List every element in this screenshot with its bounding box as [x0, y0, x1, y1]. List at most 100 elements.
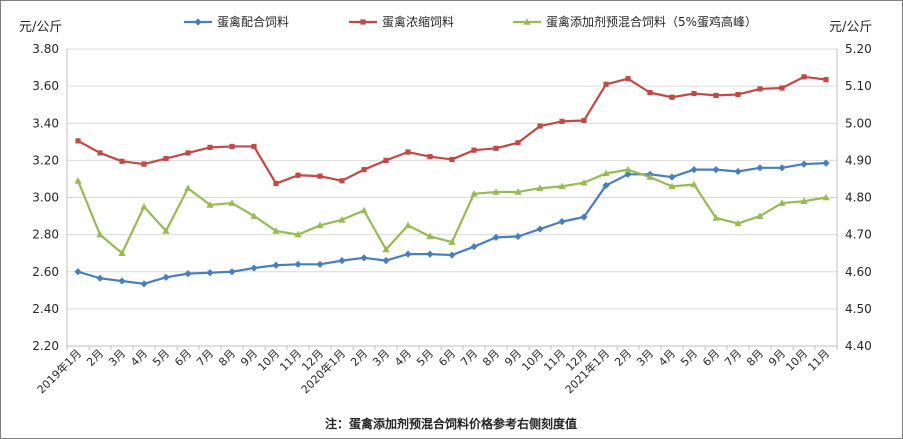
data-point	[624, 170, 632, 178]
x-tick-label: 10月	[255, 347, 282, 374]
data-point	[316, 221, 324, 229]
data-point	[691, 90, 697, 97]
data-point	[523, 18, 531, 25]
data-point	[163, 155, 169, 162]
data-point	[581, 117, 587, 124]
data-point	[426, 250, 434, 258]
data-point	[75, 138, 81, 144]
right-tick-label: 4.50	[845, 302, 872, 316]
left-tick-label: 2.20	[32, 339, 59, 353]
left-tick-label: 3.60	[32, 79, 59, 93]
data-point	[756, 164, 764, 172]
data-point	[360, 254, 368, 262]
data-point	[668, 182, 676, 190]
left-tick-label: 3.40	[32, 116, 59, 130]
x-tick-label: 3月	[106, 347, 128, 369]
legend-label: 蛋禽配合饲料	[217, 14, 289, 29]
data-point	[449, 156, 455, 163]
data-point	[514, 188, 522, 195]
data-point	[800, 197, 808, 205]
data-point	[338, 215, 346, 223]
x-tick-label: 7月	[194, 347, 216, 369]
data-point	[184, 270, 192, 278]
data-point	[756, 212, 764, 219]
data-point	[316, 260, 324, 268]
plot-area	[66, 49, 838, 350]
data-point	[470, 243, 478, 251]
data-point	[558, 218, 566, 226]
x-tick-label: 6月	[172, 347, 194, 369]
data-point	[361, 167, 367, 173]
right-tick-label: 5.00	[845, 116, 872, 130]
data-point	[493, 145, 499, 151]
right-tick-label: 4.90	[845, 153, 872, 167]
right-tick-label: 4.80	[845, 191, 872, 205]
data-point	[194, 18, 202, 26]
data-point	[800, 160, 808, 168]
series-2	[75, 74, 829, 187]
x-tick-label: 4月	[656, 347, 678, 369]
data-point	[713, 92, 719, 99]
data-point	[603, 81, 609, 87]
x-tick-label: 11月	[541, 347, 568, 374]
data-point	[141, 161, 147, 167]
data-point	[251, 143, 257, 150]
data-point	[317, 173, 323, 179]
data-point	[734, 219, 742, 227]
data-point	[448, 238, 456, 245]
x-tick-label: 10月	[519, 347, 546, 374]
series-1	[74, 159, 830, 288]
data-point	[602, 169, 610, 177]
x-tick-label: 3月	[370, 347, 392, 369]
x-tick-label: 5月	[678, 347, 700, 369]
data-point	[536, 184, 544, 192]
chart-note: 注：蛋禽添加剂预混合饲料价格参考右侧刻度值	[325, 416, 577, 431]
data-point	[119, 158, 125, 164]
x-tick-label: 2月	[84, 347, 106, 369]
data-point	[207, 144, 213, 150]
series-3	[74, 165, 830, 256]
data-point	[492, 233, 500, 242]
data-point	[228, 268, 236, 276]
data-point	[272, 261, 280, 269]
data-point	[668, 173, 676, 181]
data-point	[602, 181, 610, 190]
left-axis-unit: 元/公斤	[19, 20, 62, 35]
data-point	[383, 157, 389, 163]
left-tick-label: 2.40	[32, 302, 59, 316]
data-point	[536, 225, 544, 233]
data-point	[470, 189, 478, 197]
x-tick-label: 10月	[783, 347, 810, 374]
data-point	[162, 273, 170, 281]
data-point	[778, 164, 786, 172]
data-point	[405, 149, 411, 155]
data-point	[646, 173, 654, 180]
x-tick-label: 4月	[128, 347, 150, 369]
legend-item: 蛋禽浓缩饲料	[349, 14, 454, 29]
data-point	[669, 94, 675, 100]
data-point	[778, 199, 786, 206]
data-point	[779, 85, 785, 91]
data-point	[206, 201, 214, 208]
data-point	[823, 77, 829, 83]
x-tick-label: 11月	[277, 347, 304, 374]
data-point	[273, 180, 279, 187]
left-axis-labels: 2.20 2.40 2.60 2.80 3.00 3.20 3.40 3.60 3.80	[32, 42, 59, 353]
data-point	[382, 245, 390, 253]
data-point	[339, 178, 345, 184]
right-axis-unit: 元/公斤	[829, 20, 872, 35]
data-point	[96, 230, 104, 238]
data-point	[647, 90, 653, 96]
x-tick-label: 11月	[805, 347, 832, 374]
data-point	[294, 260, 302, 268]
data-point	[580, 213, 588, 221]
x-tick-label: 6月	[436, 347, 458, 369]
x-tick-label: 8月	[216, 347, 238, 369]
data-point	[426, 232, 434, 240]
data-point	[140, 280, 148, 288]
data-point	[515, 140, 521, 146]
data-point	[448, 251, 456, 259]
right-axis-labels: 4.40 4.50 4.60 4.70 4.80 4.90 5.00 5.10 5.20	[845, 42, 872, 353]
